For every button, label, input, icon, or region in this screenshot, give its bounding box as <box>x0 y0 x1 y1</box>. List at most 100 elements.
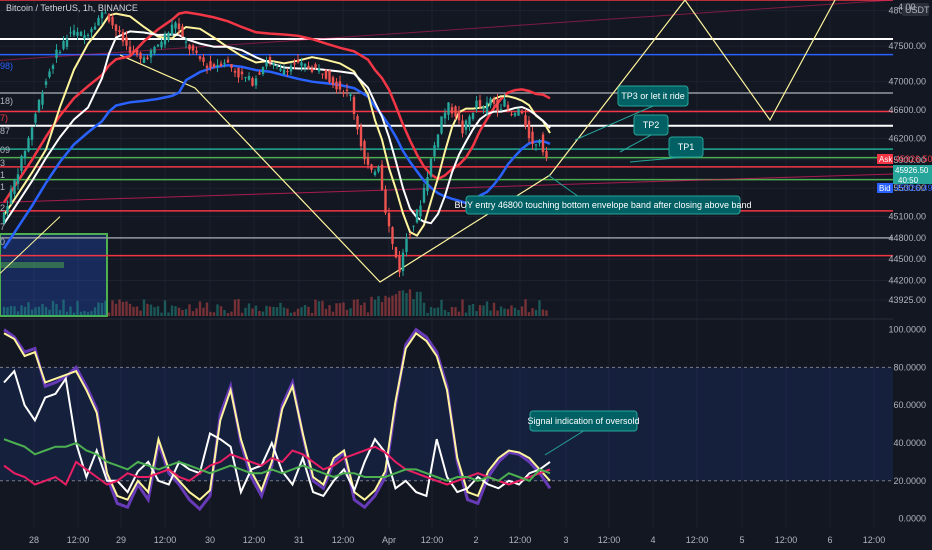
volume-bar <box>405 293 408 316</box>
candle-body <box>170 24 174 36</box>
candle-body <box>517 109 520 116</box>
candle-body <box>545 151 548 158</box>
horizontal-levels[interactable] <box>0 0 893 257</box>
candle-body <box>342 92 345 94</box>
bid-value: 45926.49 <box>895 183 932 193</box>
candle-body <box>496 99 499 111</box>
volume-bar <box>268 306 272 316</box>
candle-body <box>499 108 503 110</box>
candle-body <box>139 52 142 60</box>
volume-bar <box>163 300 167 316</box>
candle-body <box>293 63 296 65</box>
left-edge-label: 98) <box>0 61 13 71</box>
volume-bar <box>328 305 331 316</box>
candle-body <box>265 61 268 67</box>
candle-body <box>223 62 226 64</box>
volume-bar <box>254 305 258 316</box>
volume-bar <box>384 295 387 316</box>
candle-body <box>485 102 489 114</box>
volume-bar <box>457 311 461 316</box>
candle-body <box>314 64 317 69</box>
time-tick: 12:00 <box>332 535 355 545</box>
callouts[interactable]: TP3 or let it ride TP2 TP1 BUY entry 46800 … <box>454 85 752 456</box>
volume-bar <box>149 304 153 316</box>
ma-red <box>2 11 551 204</box>
volume-bar <box>513 307 517 316</box>
time-axis[interactable]: 28 12:00 29 12:00 30 12:00 31 12:00 Apr 12:00 2 12:… <box>29 535 885 545</box>
oscillator-tick: 100.0000 <box>888 325 926 335</box>
time-tick: 2 <box>473 535 478 545</box>
time-tick: 30 <box>205 535 215 545</box>
candle-body <box>524 115 527 127</box>
candle-body <box>76 31 79 36</box>
volume-bar <box>261 311 265 316</box>
time-tick: 12:00 <box>775 535 798 545</box>
candle-body <box>426 177 429 192</box>
currency-badge[interactable] <box>902 3 929 16</box>
candle-body <box>16 174 20 184</box>
volume-bar <box>146 303 149 316</box>
price-tick: 44800.00 <box>888 233 926 243</box>
volume-bar <box>65 311 69 316</box>
oscillator-axis[interactable]: 100.0000 80.0000 60.0000 40.0000 20.0000 0.00… <box>888 325 926 524</box>
volume-bar <box>454 307 457 316</box>
candle-body <box>286 71 289 73</box>
projection-zigzag <box>119 0 836 283</box>
volume-bar <box>303 304 307 316</box>
volume-bar <box>545 310 548 316</box>
bid-tag: Bid 45926.49 <box>877 183 932 193</box>
volume-bar <box>121 301 125 316</box>
candle-body <box>20 155 23 171</box>
volume-bar <box>342 302 345 316</box>
top-partial-price: 4 00 <box>898 2 916 12</box>
volume-bar <box>118 299 121 316</box>
candle-body <box>254 78 258 86</box>
time-tick: 12:00 <box>863 535 886 545</box>
candles[interactable] <box>2 10 548 278</box>
candle-body <box>461 120 464 134</box>
volume-bar <box>464 312 468 316</box>
oscillator-tick: 20.0000 <box>893 476 926 486</box>
candle-body <box>209 61 212 68</box>
candle-body <box>79 31 83 37</box>
volume-bar <box>520 306 524 316</box>
candle-body <box>65 38 69 47</box>
oscillator-tick: 80.0000 <box>893 362 926 372</box>
candle-body <box>230 64 233 68</box>
price-tick: 47000.00 <box>888 77 926 87</box>
price-tick: 45900.00 <box>888 155 926 165</box>
volume-bar <box>107 312 111 316</box>
candle-body <box>510 113 513 115</box>
price-tick: 44500.00 <box>888 254 926 264</box>
bid-label: Bid <box>879 184 891 193</box>
candle-body <box>520 112 524 114</box>
volume-bar <box>275 307 279 316</box>
candle-body <box>279 68 282 71</box>
candle-body <box>513 113 517 116</box>
volume-bar <box>489 310 492 316</box>
zone-boxes <box>0 233 108 317</box>
candle-body <box>121 32 125 42</box>
candle-body <box>2 212 6 224</box>
candle-body <box>534 144 538 146</box>
volume-bar <box>265 305 268 316</box>
candle-body <box>450 107 454 114</box>
candle-body <box>338 81 342 90</box>
candle-body <box>114 24 118 31</box>
candle-body <box>55 49 58 59</box>
candle-body <box>83 35 86 39</box>
volume-bar <box>282 307 286 316</box>
time-tick: 5 <box>739 535 744 545</box>
volume-bar <box>296 308 300 316</box>
volume-bar <box>440 299 443 316</box>
volume-bar <box>331 311 335 316</box>
chart-title: Bitcoin / TetherUS, 1h, BINANCE <box>6 3 138 13</box>
ask-label: Ask <box>879 155 893 164</box>
price-axis[interactable]: 48000.0047500.0047000.0046600.0046200.00… <box>888 6 926 305</box>
volume-bar <box>209 311 212 316</box>
volume-bar <box>429 306 433 316</box>
left-edge-label: 7 <box>0 222 5 232</box>
candle-body <box>6 205 9 213</box>
volume-bar <box>195 308 198 316</box>
